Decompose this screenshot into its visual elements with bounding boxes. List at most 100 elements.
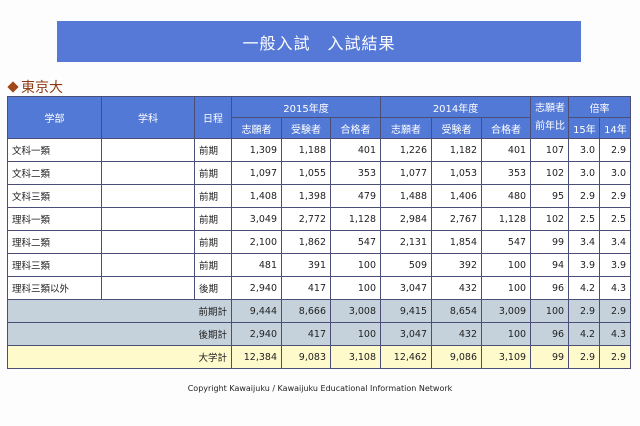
cell-applicants-2015: 2,100 xyxy=(231,230,282,254)
header-yoy-top: 志願者 xyxy=(535,102,566,114)
table-row: 文科三類 前期 1,408 1,398 479 1,488 1,406 480 95 2.9 2.9 xyxy=(7,184,632,208)
cell-schedule: 前期 xyxy=(194,253,232,277)
cell-faculty: 理科一類 xyxy=(7,207,102,231)
cell-ratio-14: 3.0 xyxy=(599,161,632,185)
total-row: 大学計 12,384 9,083 3,108 12,462 9,086 3,109 99 2.9… xyxy=(7,345,632,369)
cell-passed-2015: 100 xyxy=(329,253,382,277)
summary-label: 大学計 xyxy=(7,345,232,369)
cell-applicants-2015: 1,309 xyxy=(231,138,282,162)
header-applicants-2014: 志願者 xyxy=(380,117,433,139)
header-year-2014: 2014年度 xyxy=(380,96,532,118)
cell-passed-2015: 3,008 xyxy=(329,299,382,323)
cell-ratio-15: 3.4 xyxy=(568,230,601,254)
cell-examinees-2015: 2,772 xyxy=(281,207,331,231)
cell-applicants-2014: 2,131 xyxy=(380,230,433,254)
cell-examinees-2015: 417 xyxy=(281,276,331,300)
cell-applicants-2015: 9,444 xyxy=(231,299,282,323)
cell-applicants-2014: 1,488 xyxy=(380,184,433,208)
cell-passed-2014: 480 xyxy=(481,184,532,208)
header-row-1: 学部 学科 日程 2015年度 2014年度 志願者 前年比 倍率 xyxy=(7,96,632,139)
cell-faculty: 文科三類 xyxy=(7,184,102,208)
header-yoy: 志願者 前年比 xyxy=(530,96,570,139)
subtotal-row: 前期計 9,444 8,666 3,008 9,415 8,654 3,009 100 2.9 2… xyxy=(7,299,632,323)
cell-applicants-2015: 2,940 xyxy=(231,322,282,346)
cell-passed-2015: 401 xyxy=(329,138,382,162)
table-row: 文科一類 前期 1,309 1,188 401 1,226 1,182 401 107 3.0 2.… xyxy=(7,138,632,162)
cell-yoy: 102 xyxy=(530,207,570,231)
cell-ratio-14: 2.9 xyxy=(599,345,632,369)
cell-applicants-2015: 481 xyxy=(231,253,282,277)
cell-applicants-2014: 1,077 xyxy=(380,161,433,185)
cell-examinees-2015: 1,398 xyxy=(281,184,331,208)
cell-examinees-2014: 1,854 xyxy=(431,230,483,254)
cell-ratio-14: 4.3 xyxy=(599,322,632,346)
header-passed-2014: 合格者 xyxy=(481,117,532,139)
cell-ratio-14: 3.4 xyxy=(599,230,632,254)
table-row: 文科二類 前期 1,097 1,055 353 1,077 1,053 353 102 3.0 3.… xyxy=(7,161,632,185)
cell-schedule: 前期 xyxy=(194,230,232,254)
cell-ratio-15: 2.9 xyxy=(568,299,601,323)
cell-passed-2014: 3,109 xyxy=(481,345,532,369)
cell-yoy: 99 xyxy=(530,345,570,369)
header-ratio: 倍率 xyxy=(568,96,632,118)
cell-ratio-15: 3.0 xyxy=(568,138,601,162)
cell-examinees-2014: 432 xyxy=(431,276,483,300)
cell-ratio-14: 2.9 xyxy=(599,184,632,208)
cell-examinees-2014: 9,086 xyxy=(431,345,483,369)
cell-passed-2014: 353 xyxy=(481,161,532,185)
cell-examinees-2015: 1,188 xyxy=(281,138,331,162)
cell-schedule: 前期 xyxy=(194,207,232,231)
copyright-footer: Copyright Kawaijuku / Kawaijuku Educatio… xyxy=(187,384,453,393)
cell-ratio-14: 2.9 xyxy=(599,299,632,323)
cell-ratio-15: 2.5 xyxy=(568,207,601,231)
cell-applicants-2014: 3,047 xyxy=(380,276,433,300)
cell-faculty: 理科二類 xyxy=(7,230,102,254)
table-row: 理科二類 前期 2,100 1,862 547 2,131 1,854 547 99 3.4 3.4 xyxy=(7,230,632,254)
cell-applicants-2015: 3,049 xyxy=(231,207,282,231)
subtotal-row: 後期計 2,940 417 100 3,047 432 100 96 4.2 4.3 xyxy=(7,322,632,346)
cell-department xyxy=(101,230,195,254)
results-table: 学部 学科 日程 2015年度 2014年度 志願者 前年比 倍率 志願者 受験… xyxy=(7,96,632,369)
cell-examinees-2015: 9,083 xyxy=(281,345,331,369)
cell-faculty: 理科三類 xyxy=(7,253,102,277)
cell-yoy: 99 xyxy=(530,230,570,254)
cell-examinees-2014: 8,654 xyxy=(431,299,483,323)
cell-examinees-2015: 1,055 xyxy=(281,161,331,185)
cell-examinees-2014: 1,182 xyxy=(431,138,483,162)
cell-faculty: 文科一類 xyxy=(7,138,102,162)
header-schedule: 日程 xyxy=(194,96,232,139)
cell-department xyxy=(101,207,195,231)
diamond-icon xyxy=(7,81,19,93)
cell-passed-2014: 547 xyxy=(481,230,532,254)
header-examinees-2015: 受験者 xyxy=(281,117,331,139)
cell-passed-2015: 100 xyxy=(329,276,382,300)
university-heading: 東京大 xyxy=(7,77,63,97)
cell-applicants-2015: 1,097 xyxy=(231,161,282,185)
cell-applicants-2014: 1,226 xyxy=(380,138,433,162)
header-yoy-bottom: 前年比 xyxy=(535,120,566,132)
header-department: 学科 xyxy=(101,96,195,139)
cell-schedule: 前期 xyxy=(194,184,232,208)
cell-department xyxy=(101,253,195,277)
cell-applicants-2015: 1,408 xyxy=(231,184,282,208)
cell-applicants-2014: 9,415 xyxy=(380,299,433,323)
cell-department xyxy=(101,138,195,162)
cell-passed-2014: 100 xyxy=(481,322,532,346)
table-row: 理科三類以外 後期 2,940 417 100 3,047 432 100 96 4.2 4.3 xyxy=(7,276,632,300)
cell-yoy: 94 xyxy=(530,253,570,277)
cell-examinees-2014: 2,767 xyxy=(431,207,483,231)
cell-ratio-14: 2.5 xyxy=(599,207,632,231)
page-title: 一般入試 入試結果 xyxy=(242,33,396,53)
cell-yoy: 107 xyxy=(530,138,570,162)
cell-faculty: 文科二類 xyxy=(7,161,102,185)
cell-ratio-15: 3.0 xyxy=(568,161,601,185)
header-examinees-2014: 受験者 xyxy=(431,117,483,139)
cell-ratio-15: 4.2 xyxy=(568,322,601,346)
cell-ratio-15: 3.9 xyxy=(568,253,601,277)
cell-yoy: 95 xyxy=(530,184,570,208)
table-row: 理科一類 前期 3,049 2,772 1,128 2,984 2,767 1,128 102 2… xyxy=(7,207,632,231)
cell-yoy: 96 xyxy=(530,276,570,300)
cell-passed-2015: 547 xyxy=(329,230,382,254)
cell-applicants-2015: 2,940 xyxy=(231,276,282,300)
cell-examinees-2014: 432 xyxy=(431,322,483,346)
